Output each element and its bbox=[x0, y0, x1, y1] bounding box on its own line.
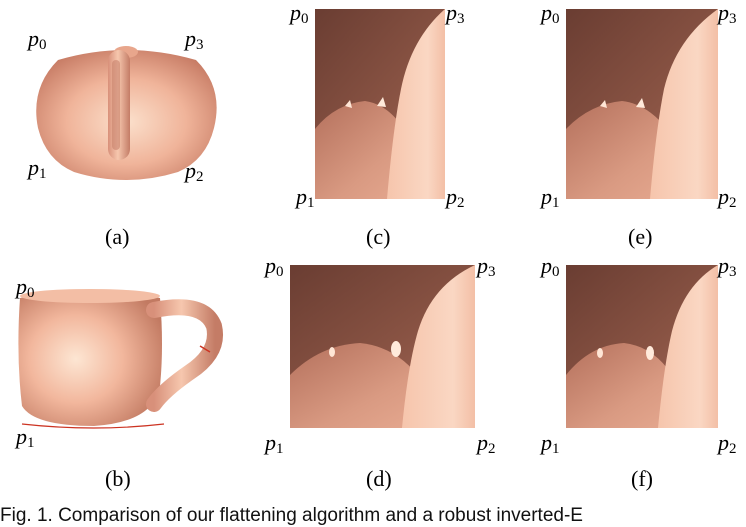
label-p0: p0 bbox=[16, 274, 35, 301]
label-p1: p1 bbox=[16, 424, 35, 451]
teapot-side-view bbox=[18, 289, 223, 429]
label-p3: p3 bbox=[446, 0, 465, 27]
figure-caption: Fig. 1. Comparison of our flattening alg… bbox=[0, 505, 583, 526]
caption-a: (a) bbox=[105, 224, 130, 249]
label-p3: p3 bbox=[477, 253, 496, 280]
teapot-front-view bbox=[36, 46, 217, 180]
caption-e: (e) bbox=[628, 224, 653, 249]
label-p3: p3 bbox=[718, 0, 737, 27]
flattened-mesh-c bbox=[315, 9, 445, 199]
label-p0: p0 bbox=[28, 26, 47, 53]
label-p0: p0 bbox=[541, 253, 560, 280]
label-p2: p2 bbox=[446, 184, 465, 211]
label-p1: p1 bbox=[296, 184, 315, 211]
label-p2: p2 bbox=[718, 430, 737, 457]
label-p0: p0 bbox=[290, 0, 309, 27]
label-p0: p0 bbox=[541, 0, 560, 27]
flattened-mesh-e bbox=[566, 9, 718, 199]
label-p3: p3 bbox=[185, 26, 204, 53]
flattened-mesh-d bbox=[290, 265, 475, 428]
label-p1: p1 bbox=[541, 184, 560, 211]
label-p3: p3 bbox=[718, 253, 737, 280]
caption-c: (c) bbox=[366, 224, 391, 249]
caption-f: (f) bbox=[631, 466, 653, 491]
label-p0: p0 bbox=[265, 253, 284, 280]
label-p1: p1 bbox=[265, 430, 284, 457]
label-p2: p2 bbox=[718, 184, 737, 211]
label-p2: p2 bbox=[477, 430, 496, 457]
label-p1: p1 bbox=[28, 155, 47, 182]
flattened-mesh-f bbox=[566, 265, 718, 428]
label-p1: p1 bbox=[541, 430, 560, 457]
label-p2: p2 bbox=[185, 158, 204, 185]
caption-b: (b) bbox=[105, 466, 131, 491]
caption-d: (d) bbox=[366, 466, 392, 491]
